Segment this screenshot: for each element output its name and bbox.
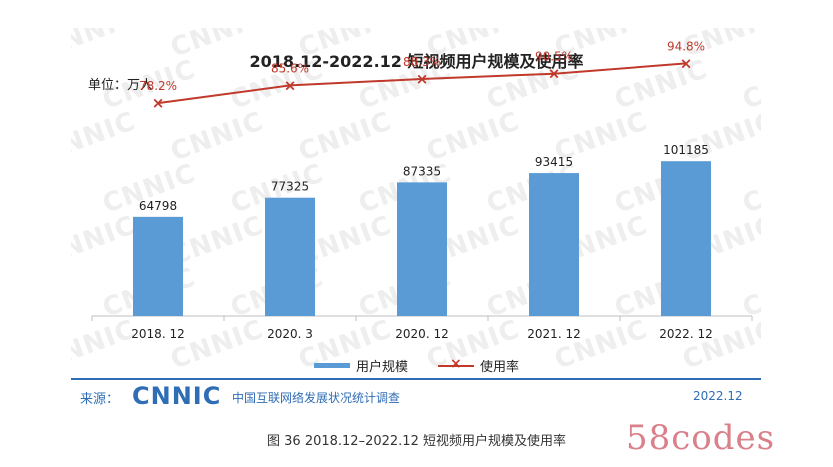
bar (529, 173, 579, 316)
x-tick-label: 2020. 12 (395, 327, 448, 341)
usage-rate-point: × (284, 76, 297, 94)
bar-value-label: 93415 (535, 155, 573, 169)
footer-divider (71, 378, 761, 380)
bar (265, 197, 315, 316)
bar (133, 216, 183, 316)
chart-title: 2018.12-2022.12 短视频用户规模及使用率 (249, 52, 584, 71)
x-tick-label: 2020. 3 (267, 327, 313, 341)
legend-item-bar: 用户规模 (313, 356, 408, 375)
source-label: 来源： (80, 392, 120, 407)
bar-value-label: 64798 (139, 199, 177, 213)
figure-caption: 图 36 2018.12–2022.12 短视频用户规模及使用率 (267, 434, 566, 449)
usage-rate-label: 90.5% (535, 50, 573, 64)
usage-rate-point: × (680, 54, 693, 72)
unit-label: 单位：万人 (88, 78, 154, 93)
cnnic-logo: CNNIC (132, 382, 222, 410)
usage-rate-line (157, 62, 687, 105)
usage-rate-label: 78.2% (139, 79, 177, 93)
bar-value-label: 87335 (403, 164, 441, 178)
usage-rate-point: × (152, 94, 165, 112)
legend-bar-label: 用户规模 (355, 360, 408, 375)
usage-rate-point: × (548, 65, 561, 83)
legend: 用户规模 使用率 (0, 356, 833, 375)
usage-rate-label: 94.8% (667, 39, 705, 53)
bar-value-label: 77325 (271, 180, 309, 194)
bar (397, 182, 447, 316)
legend-line-label: 使用率 (480, 360, 520, 375)
legend-bar-swatch (313, 363, 350, 368)
legend-line-swatch (438, 356, 474, 372)
source-org: 中国互联网络发展状况统计调查 (232, 391, 401, 405)
usage-rate-point: × (416, 70, 429, 88)
usage-rate-label: 85.6% (271, 61, 309, 75)
bar-value-label: 101185 (663, 143, 709, 157)
bar (661, 161, 711, 316)
x-tick-label: 2021. 12 (527, 327, 580, 341)
x-tick-label: 2018. 12 (131, 327, 184, 341)
usage-rate-label: 88.3% (403, 55, 441, 69)
brand-watermark: 58codes (626, 418, 776, 458)
x-tick-label: 2022. 12 (659, 327, 712, 341)
source-date: 2022.12 (693, 389, 743, 403)
legend-item-line: 使用率 (438, 356, 519, 375)
